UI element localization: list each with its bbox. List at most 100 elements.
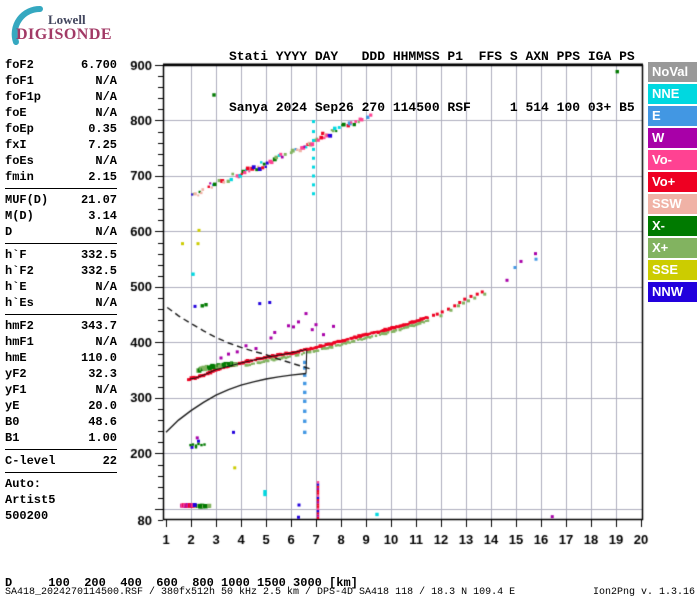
param-value: N/A xyxy=(95,74,117,88)
param-value: N/A xyxy=(95,296,117,310)
status-bar-file-info: SA418_2024270114500.RSF / 380fx512h 50 k… xyxy=(5,587,516,598)
param-row-yf2: yF2 32.3 xyxy=(5,366,117,382)
param-value: N/A xyxy=(95,90,117,104)
legend-item-nnw: NNW xyxy=(648,282,697,302)
param-label: hmE xyxy=(5,351,27,365)
logo-digisonde-text: DIGISONDE xyxy=(16,26,113,43)
param-value: N/A xyxy=(95,154,117,168)
param-value: 332.5 xyxy=(80,248,117,262)
autoscaling-info-500200: 500200 xyxy=(5,509,49,523)
param-row-h-f2: h`F2 332.5 xyxy=(5,263,117,279)
param-label: hmF2 xyxy=(5,319,34,333)
param-value: 32.3 xyxy=(88,367,117,381)
param-label: h`F2 xyxy=(5,264,34,278)
status-bar: SA418_2024270114500.RSF / 380fx512h 50 k… xyxy=(0,587,700,598)
param-group-divider xyxy=(5,243,117,244)
param-label: foF1 xyxy=(5,74,34,88)
param-label: foEs xyxy=(5,154,34,168)
param-label: foEp xyxy=(5,122,34,136)
legend-item-vo: Vo+ xyxy=(648,172,697,192)
param-label: fmin xyxy=(5,170,34,184)
param-row-foe: foE N/A xyxy=(5,105,117,121)
param-label: yF1 xyxy=(5,383,27,397)
param-value: 2.15 xyxy=(88,170,117,184)
legend-item-x: X+ xyxy=(648,238,697,258)
param-value: 48.6 xyxy=(88,415,117,429)
station-header: Stati YYYY DAY DDD HHMMSS P1 FFS S AXN P… xyxy=(229,14,635,150)
echo-direction-legend: NoVal NNE E W Vo- Vo+ SSW X- X+ SSE NNW xyxy=(648,62,697,304)
muf-table-distance-row: D 100 200 400 600 800 1000 1500 3000 [km… xyxy=(5,576,358,590)
param-value: 6.700 xyxy=(80,58,117,72)
param-row-m-d: M(D) 3.14 xyxy=(5,208,117,224)
param-group-divider xyxy=(5,188,117,189)
param-label: hmF1 xyxy=(5,335,34,349)
param-value: N/A xyxy=(95,280,117,294)
param-value: 1.00 xyxy=(88,431,117,445)
param-row-h-e: h`E N/A xyxy=(5,279,117,295)
param-value: N/A xyxy=(95,225,117,239)
param-row-h-f: h`F 332.5 xyxy=(5,247,117,263)
param-row-fmin: fmin 2.15 xyxy=(5,169,117,185)
param-label: M(D) xyxy=(5,209,34,223)
param-label: foE xyxy=(5,106,27,120)
param-row-b0: B0 48.6 xyxy=(5,414,117,430)
param-group-divider xyxy=(5,314,117,315)
legend-item-sse: SSE xyxy=(648,260,697,280)
param-value: 0.35 xyxy=(88,122,117,136)
logo-lowell-text: Lowell xyxy=(48,12,86,27)
param-value: 110.0 xyxy=(80,351,117,365)
header-line-fields: Stati YYYY DAY DDD HHMMSS P1 FFS S AXN P… xyxy=(229,49,635,64)
legend-item-vo: Vo- xyxy=(648,150,697,170)
param-group-divider xyxy=(5,449,117,450)
param-value: 20.0 xyxy=(88,399,117,413)
param-label: foF2 xyxy=(5,58,34,72)
autoscaling-info-auto: Auto: xyxy=(5,477,42,491)
legend-item-nne: NNE xyxy=(648,84,697,104)
param-row-d: D N/A xyxy=(5,224,117,240)
param-value: N/A xyxy=(95,383,117,397)
muf-table: D 100 200 400 600 800 1000 1500 3000 [km… xyxy=(5,548,365,600)
legend-item-w: W xyxy=(648,128,697,148)
param-value: 7.25 xyxy=(88,138,117,152)
param-row-muf-d: MUF(D) 21.07 xyxy=(5,192,117,208)
param-label: yE xyxy=(5,399,20,413)
legend-item-ssw: SSW xyxy=(648,194,697,214)
param-row-hmf1: hmF1 N/A xyxy=(5,334,117,350)
autoscaling-info-artist5: Artist5 xyxy=(5,493,56,507)
parameter-panel: foF2 6.700 foF1 N/A foF1p N/A foE N/A foEp 0.35 fx… xyxy=(5,57,117,524)
logo-arc-icon xyxy=(11,5,43,45)
param-row-b1: B1 1.00 xyxy=(5,430,117,446)
param-row-hme: hmE 110.0 xyxy=(5,350,117,366)
param-value: 22 xyxy=(102,454,117,468)
param-label: foF1p xyxy=(5,90,42,104)
param-value: 3.14 xyxy=(88,209,117,223)
param-row-fof1p: foF1p N/A xyxy=(5,89,117,105)
legend-item-noval: NoVal xyxy=(648,62,697,82)
param-label: C-level xyxy=(5,454,56,468)
param-value: 343.7 xyxy=(80,319,117,333)
legend-item-x: X- xyxy=(648,216,697,236)
param-row-c-level: C-level 22 xyxy=(5,453,117,469)
param-row-fof2: foF2 6.700 xyxy=(5,57,117,73)
param-row-hmf2: hmF2 343.7 xyxy=(5,318,117,334)
digisonde-logo: Lowell DIGISONDE xyxy=(6,4,156,54)
param-row-yf1: yF1 N/A xyxy=(5,382,117,398)
param-row-foes: foEs N/A xyxy=(5,153,117,169)
param-label: B0 xyxy=(5,415,20,429)
legend-item-e: E xyxy=(648,106,697,126)
header-line-values: Sanya 2024 Sep26 270 114500 RSF 1 514 10… xyxy=(229,100,635,115)
param-label: h`Es xyxy=(5,296,34,310)
param-row-h-es: h`Es N/A xyxy=(5,295,117,311)
param-value: 332.5 xyxy=(80,264,117,278)
status-bar-version: Ion2Png v. 1.3.16 xyxy=(592,587,695,598)
param-label: fxI xyxy=(5,138,27,152)
param-row-fof1: foF1 N/A xyxy=(5,73,117,89)
param-value: 21.07 xyxy=(80,193,117,207)
param-value: N/A xyxy=(95,335,117,349)
param-value: N/A xyxy=(95,106,117,120)
param-label: h`E xyxy=(5,280,27,294)
param-row-fxi: fxI 7.25 xyxy=(5,137,117,153)
param-label: h`F xyxy=(5,248,27,262)
